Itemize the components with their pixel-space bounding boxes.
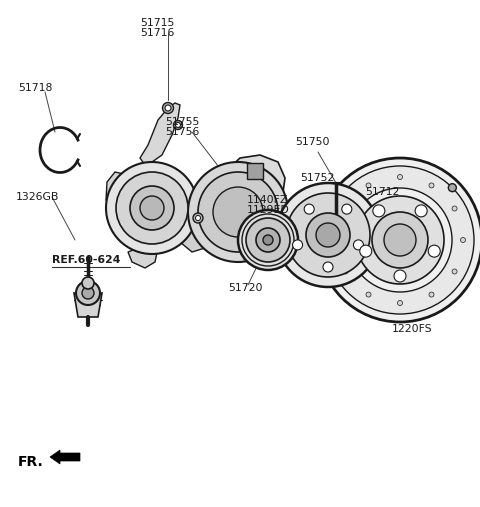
Circle shape	[397, 301, 403, 306]
FancyBboxPatch shape	[247, 163, 263, 179]
Circle shape	[106, 162, 198, 254]
Circle shape	[326, 166, 474, 314]
Text: FR.: FR.	[18, 455, 44, 469]
Circle shape	[323, 262, 333, 272]
Text: 51720: 51720	[228, 283, 263, 293]
Circle shape	[348, 188, 452, 292]
Circle shape	[415, 205, 427, 217]
Circle shape	[165, 105, 171, 111]
Circle shape	[265, 229, 271, 235]
Text: 1129ED: 1129ED	[247, 205, 290, 215]
Polygon shape	[50, 450, 80, 464]
Text: REF.60-624: REF.60-624	[52, 255, 120, 265]
Circle shape	[452, 206, 457, 211]
Circle shape	[130, 186, 174, 230]
Circle shape	[262, 226, 274, 238]
Circle shape	[366, 292, 371, 297]
Circle shape	[360, 245, 372, 257]
Text: 1140FZ: 1140FZ	[247, 195, 288, 205]
Polygon shape	[228, 228, 252, 262]
Circle shape	[372, 212, 428, 268]
Circle shape	[335, 237, 339, 242]
Circle shape	[316, 223, 340, 247]
Circle shape	[448, 184, 456, 192]
Circle shape	[286, 193, 370, 277]
Circle shape	[306, 213, 350, 257]
Text: 1220FS: 1220FS	[392, 324, 432, 334]
Circle shape	[428, 245, 440, 257]
Text: 51756: 51756	[165, 127, 199, 137]
Circle shape	[140, 196, 164, 220]
Polygon shape	[106, 172, 128, 210]
Circle shape	[176, 123, 180, 127]
Circle shape	[304, 204, 314, 214]
Text: 51750: 51750	[295, 137, 329, 147]
Circle shape	[276, 183, 380, 287]
Circle shape	[353, 240, 363, 250]
Polygon shape	[208, 155, 285, 230]
Circle shape	[394, 270, 406, 282]
Circle shape	[373, 205, 385, 217]
Circle shape	[384, 224, 416, 256]
Circle shape	[293, 240, 302, 250]
Text: 51752: 51752	[300, 173, 335, 183]
Circle shape	[429, 183, 434, 188]
Circle shape	[318, 158, 480, 322]
Circle shape	[213, 187, 263, 237]
Polygon shape	[74, 293, 102, 317]
Circle shape	[188, 162, 288, 262]
Circle shape	[460, 237, 466, 242]
Text: 1326GB: 1326GB	[16, 192, 60, 202]
Circle shape	[452, 269, 457, 274]
Text: 51716: 51716	[140, 28, 174, 38]
Circle shape	[238, 210, 298, 270]
Circle shape	[76, 281, 100, 305]
Circle shape	[163, 102, 173, 114]
Circle shape	[82, 277, 94, 289]
Circle shape	[343, 269, 348, 274]
Polygon shape	[140, 103, 180, 165]
Circle shape	[246, 218, 290, 262]
Text: 51715: 51715	[140, 18, 174, 28]
Text: 51755: 51755	[165, 117, 199, 127]
Circle shape	[82, 287, 94, 299]
Circle shape	[397, 174, 403, 179]
Circle shape	[342, 204, 352, 214]
Text: 51718: 51718	[18, 83, 52, 93]
Text: 51712: 51712	[365, 187, 399, 197]
Circle shape	[356, 196, 444, 284]
Circle shape	[193, 213, 203, 223]
Circle shape	[429, 292, 434, 297]
Circle shape	[263, 235, 273, 245]
Circle shape	[343, 206, 348, 211]
Circle shape	[256, 228, 280, 252]
Circle shape	[366, 183, 371, 188]
Circle shape	[173, 121, 182, 129]
Polygon shape	[128, 245, 158, 268]
Circle shape	[195, 215, 201, 221]
Polygon shape	[180, 222, 208, 252]
Circle shape	[116, 172, 188, 244]
Circle shape	[198, 172, 278, 252]
